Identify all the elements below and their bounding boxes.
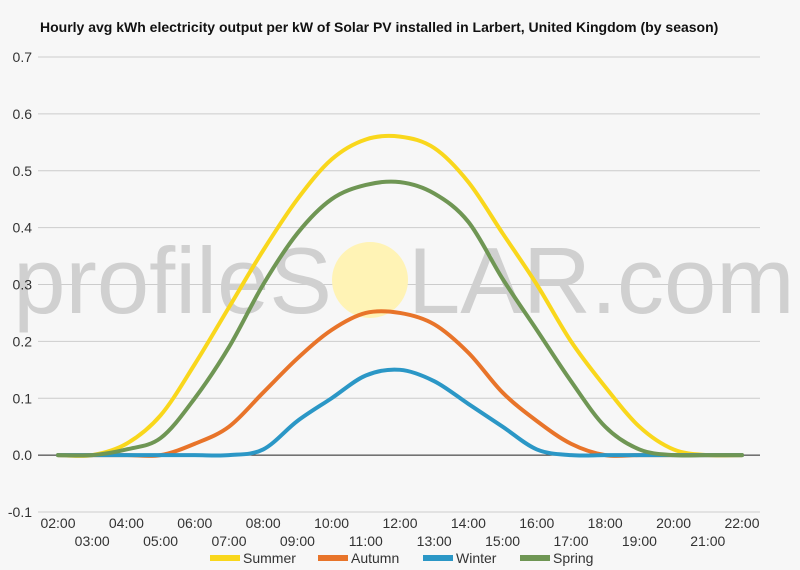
x-tick-label: 06:00 <box>177 515 212 531</box>
x-tick-label: 22:00 <box>724 515 759 531</box>
series-line-summer <box>56 133 744 458</box>
legend-swatch-spring <box>520 555 550 561</box>
legend-label-autumn: Autumn <box>351 550 399 566</box>
x-tick-label: 10:00 <box>314 515 349 531</box>
legend-label-winter: Winter <box>456 550 497 566</box>
x-tick-label: 20:00 <box>656 515 691 531</box>
x-tick-label: 07:00 <box>211 533 246 549</box>
legend: Summer Autumn Winter Spring <box>210 550 593 566</box>
watermark: profileS LAR.com <box>13 228 794 333</box>
y-tick-label: 0.1 <box>13 390 33 406</box>
legend-swatch-winter <box>423 555 453 561</box>
series-line-spring <box>56 179 744 458</box>
x-tick-label: 11:00 <box>349 533 383 549</box>
legend-label-spring: Spring <box>553 550 593 566</box>
x-tick-label: 21:00 <box>690 533 725 549</box>
x-tick-label: 09:00 <box>280 533 315 549</box>
y-tick-label: 0.3 <box>13 277 33 293</box>
y-tick-label: 0.5 <box>13 163 33 179</box>
y-tick-label: -0.1 <box>8 504 32 520</box>
x-tick-label: 14:00 <box>451 515 486 531</box>
x-tick-label: 03:00 <box>75 533 110 549</box>
x-tick-label: 16:00 <box>519 515 554 531</box>
series-lines <box>56 133 744 458</box>
x-tick-label: 19:00 <box>622 533 657 549</box>
x-tick-label: 05:00 <box>143 533 178 549</box>
y-tick-label: 0.6 <box>13 106 33 122</box>
series-line-winter <box>56 367 744 458</box>
y-tick-label: 0.4 <box>13 220 33 236</box>
y-tick-label: 0.0 <box>13 447 33 463</box>
x-tick-label: 12:00 <box>382 515 417 531</box>
x-tick-label: 08:00 <box>246 515 281 531</box>
legend-label-summer: Summer <box>243 550 296 566</box>
x-tick-label: 04:00 <box>109 515 144 531</box>
watermark-sun-icon <box>332 242 408 318</box>
x-tick-label: 13:00 <box>417 533 452 549</box>
y-tick-label: 0.7 <box>13 49 33 65</box>
x-tick-label: 17:00 <box>553 533 588 549</box>
x-tick-label: 02:00 <box>40 515 75 531</box>
x-tick-label: 15:00 <box>485 533 520 549</box>
chart-title: Hourly avg kWh electricity output per kW… <box>40 19 719 35</box>
y-tick-label: 0.2 <box>13 333 33 349</box>
watermark-text-left: profileS <box>13 228 332 333</box>
legend-swatch-autumn <box>318 555 348 561</box>
legend-swatch-summer <box>210 555 240 561</box>
watermark-text-right: LAR.com <box>408 228 795 333</box>
x-tick-label: 18:00 <box>588 515 623 531</box>
